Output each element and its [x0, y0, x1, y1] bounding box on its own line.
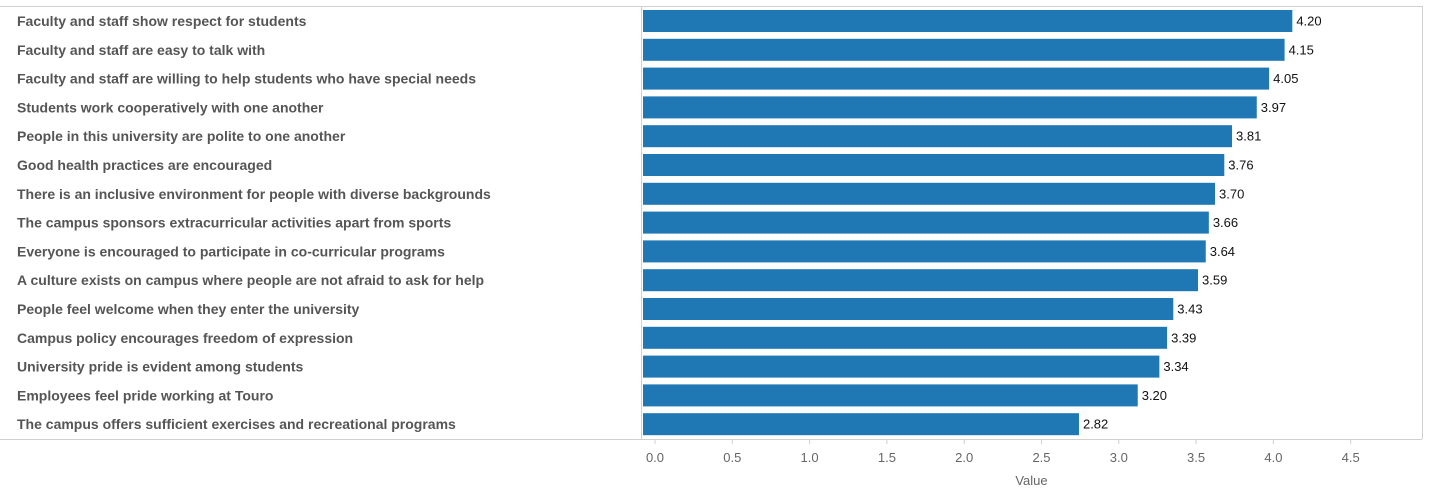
- category-label: Campus policy encourages freedom of expr…: [17, 330, 353, 346]
- value-label: 3.39: [1171, 330, 1196, 345]
- value-labels: 4.20 4.15 4.05 3.973.81 3.76 3.70 3.66 3.64 3.59…: [1083, 14, 1322, 432]
- x-axis: 0.0 0.5 1.0 1.5 2.0 2.5 3.0 3.5 4.0 4.5: [646, 439, 1360, 465]
- category-label: Employees feel pride working at Touro: [17, 387, 273, 403]
- bar: [643, 384, 1138, 407]
- bar: [643, 125, 1233, 148]
- category-labels: Faculty and staff show respect for stude…: [17, 13, 491, 432]
- bar: [643, 67, 1270, 90]
- value-label: 3.66: [1213, 215, 1238, 230]
- value-label: 3.34: [1163, 359, 1188, 374]
- value-label: 3.43: [1177, 302, 1202, 317]
- x-tick-label: 0.0: [646, 450, 664, 465]
- bar: [643, 355, 1160, 378]
- value-label: 3.76: [1228, 158, 1253, 173]
- bar: [643, 10, 1293, 32]
- x-tick-label: 2.5: [1032, 450, 1050, 465]
- value-label: 3.97: [1261, 100, 1286, 115]
- value-label: 3.70: [1219, 186, 1244, 201]
- category-label: Faculty and staff are easy to talk with: [17, 42, 265, 58]
- bar: [643, 269, 1199, 292]
- category-label: A culture exists on campus where people …: [17, 272, 484, 288]
- x-tick-label: 1.0: [801, 450, 819, 465]
- bar: [643, 298, 1174, 320]
- bar: [643, 240, 1206, 263]
- category-label: People feel welcome when they enter the …: [17, 301, 360, 317]
- x-tick-label: 3.0: [1110, 450, 1128, 465]
- category-label: Faculty and staff show respect for stude…: [17, 13, 307, 29]
- bar: [643, 182, 1216, 205]
- category-label: People in this university are polite to …: [17, 128, 346, 144]
- value-label: 3.64: [1210, 244, 1235, 259]
- x-tick-label: 2.0: [955, 450, 973, 465]
- x-tick-label: 3.5: [1187, 450, 1205, 465]
- value-label: 2.82: [1083, 417, 1108, 432]
- x-tick-label: 1.5: [878, 450, 896, 465]
- bar: [643, 96, 1257, 119]
- category-label: University pride is evident among studen…: [17, 359, 304, 375]
- bar: [643, 154, 1225, 176]
- category-label: Faculty and staff are willing to help st…: [17, 71, 476, 87]
- value-label: 4.15: [1289, 42, 1314, 57]
- plot-frame: [0, 6, 1423, 440]
- category-label: Everyone is encouraged to participate in…: [17, 243, 445, 259]
- bar: [643, 211, 1209, 234]
- value-label: 4.20: [1296, 14, 1321, 29]
- category-label: The campus offers sufficient exercises a…: [17, 416, 456, 432]
- value-label: 4.05: [1273, 71, 1298, 86]
- value-label: 3.20: [1142, 388, 1167, 403]
- bars: [643, 10, 1293, 436]
- bar: [643, 326, 1168, 349]
- bar: [643, 413, 1079, 436]
- category-label: Good health practices are encouraged: [17, 157, 272, 173]
- category-label: The campus sponsors extracurricular acti…: [17, 215, 451, 231]
- x-tick-label: 0.5: [723, 450, 741, 465]
- category-label: Students work cooperatively with one ano…: [17, 99, 324, 115]
- x-axis-title: Value: [1015, 473, 1047, 488]
- x-tick-label: 4.5: [1342, 450, 1360, 465]
- bar: [643, 38, 1285, 61]
- category-label: There is an inclusive environment for pe…: [17, 186, 491, 202]
- x-tick-label: 4.0: [1264, 450, 1282, 465]
- value-label: 3.59: [1202, 273, 1227, 288]
- value-label: 3.81: [1236, 129, 1261, 144]
